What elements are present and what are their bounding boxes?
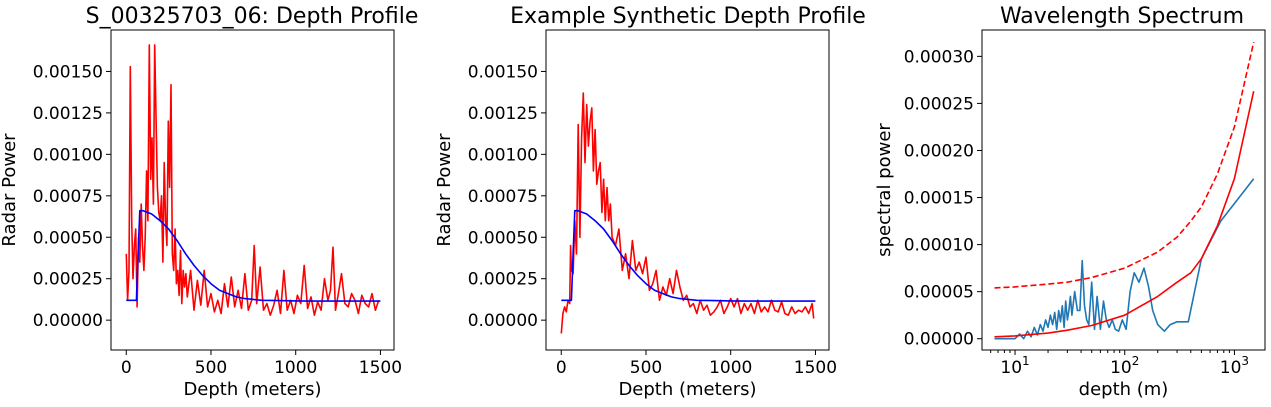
x-axis-label: Depth (meters) xyxy=(618,379,756,400)
x-tick-label: 1500 xyxy=(359,358,402,378)
chart-title: S_00325703_06: Depth Profile xyxy=(86,4,419,29)
series-group xyxy=(125,44,381,316)
y-tick-label: 0.00000 xyxy=(904,330,974,350)
y-tick-label: 0.00030 xyxy=(904,47,974,67)
chart-panel-1: S_00325703_06: Depth Profile 0 500 1000 1500… xyxy=(0,4,418,400)
y-tick-label: 0.00050 xyxy=(33,228,103,248)
chart-panel-2: Example Synthetic Depth Profile 0 500 1000 1… xyxy=(434,4,866,400)
x-tick-label: 0 xyxy=(121,358,132,378)
y-tick-label: 0.00050 xyxy=(468,228,538,248)
x-tick-exponent: 3 xyxy=(1241,354,1249,368)
axes-frame xyxy=(545,29,830,351)
x-tick-exponent: 2 xyxy=(1132,354,1140,368)
x-tick-label: 103 xyxy=(1220,354,1249,378)
y-tick-label: 0.00000 xyxy=(468,311,538,331)
x-tick-label: 1000 xyxy=(274,358,317,378)
x-tick-label: 0 xyxy=(556,358,567,378)
y-tick-label: 0.00000 xyxy=(33,311,103,331)
y-tick-label: 0.00125 xyxy=(33,104,103,124)
y-tick-label: 0.00150 xyxy=(468,62,538,82)
axes-frame xyxy=(981,29,1266,351)
x-tick-label: 1500 xyxy=(794,358,837,378)
y-axis-label: Radar Power xyxy=(0,133,20,247)
series-line-3 xyxy=(994,42,1255,289)
x-tick-exponent: 1 xyxy=(1022,354,1030,368)
x-axis-label: Depth (meters) xyxy=(183,379,321,400)
chart-title: Wavelength Spectrum xyxy=(1000,4,1244,29)
y-tick-label: 0.00025 xyxy=(904,94,974,114)
series-line-2 xyxy=(994,91,1255,338)
y-tick-label: 0.00025 xyxy=(468,270,538,290)
series-group xyxy=(560,92,816,334)
y-tick-label: 0.00010 xyxy=(904,236,974,256)
y-tick-label: 0.00100 xyxy=(468,145,538,165)
x-axis-label: depth (m) xyxy=(1079,379,1169,400)
y-tick-label: 0.00020 xyxy=(904,141,974,161)
y-tick-label: 0.00005 xyxy=(904,283,974,303)
y-tick-label: 0.00150 xyxy=(33,62,103,82)
x-tick-label: 101 xyxy=(1000,354,1029,378)
y-axis-label: Radar Power xyxy=(434,133,455,247)
x-tick-label: 102 xyxy=(1110,354,1139,378)
series-line-2 xyxy=(561,209,816,302)
series-line-1 xyxy=(560,92,815,334)
y-tick-label: 0.00025 xyxy=(33,270,103,290)
y-tick-label: 0.00075 xyxy=(33,187,103,207)
y-tick-label: 0.00100 xyxy=(33,145,103,165)
y-tick-label: 0.00075 xyxy=(468,187,538,207)
x-tick-label: 1000 xyxy=(709,358,752,378)
series-line-1 xyxy=(994,178,1255,340)
series-line-1 xyxy=(125,44,380,316)
x-tick-label: 500 xyxy=(195,358,227,378)
y-tick-label: 0.00125 xyxy=(468,104,538,124)
chart-title: Example Synthetic Depth Profile xyxy=(510,4,866,29)
x-tick-label: 500 xyxy=(630,358,662,378)
series-group xyxy=(994,42,1255,340)
y-axis-label: spectral power xyxy=(874,123,895,257)
axes-frame xyxy=(110,29,395,351)
chart-panel-3: Wavelength Spectrum 101 102 103 0.00000 0.000… xyxy=(874,4,1266,400)
y-tick-label: 0.00015 xyxy=(904,189,974,209)
series-line-2 xyxy=(126,209,381,302)
